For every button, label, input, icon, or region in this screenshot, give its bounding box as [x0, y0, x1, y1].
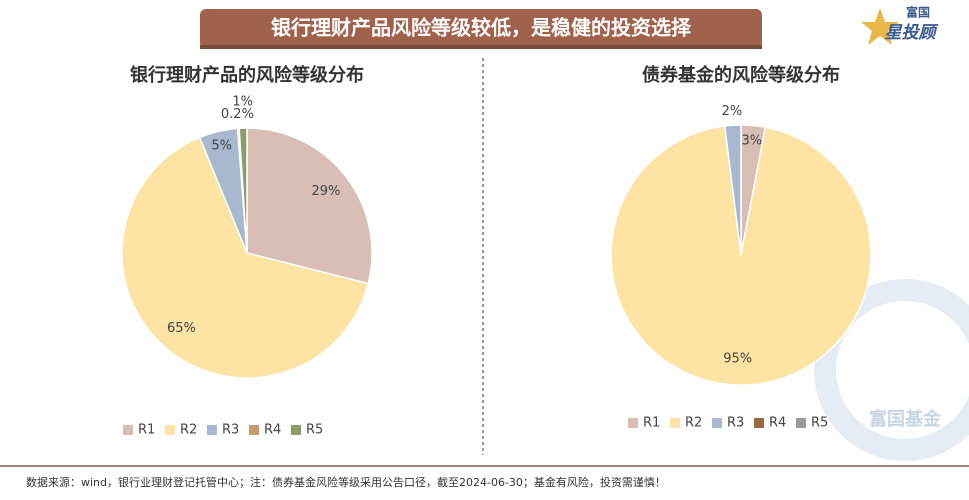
legend-swatch	[249, 425, 259, 435]
pie-slice	[723, 124, 742, 256]
legend-swatch	[670, 418, 680, 428]
footer-note: 数据来源：wind，银行业理财登记托管中心；注：债券基金风险等级采用公告口径，截…	[26, 475, 666, 489]
data-label: 0.2%	[221, 107, 254, 122]
logo-bottom: 星投顾	[885, 23, 939, 43]
data-label: 95%	[723, 351, 752, 366]
data-label: 2%	[722, 104, 743, 119]
chart-title: 银行理财产品的风险等级分布	[130, 64, 364, 86]
page-title: 银行理财产品风险等级较低，是稳健的投资选择	[271, 16, 692, 40]
watermark-ring	[814, 279, 969, 461]
data-label: 65%	[167, 321, 196, 336]
logo-top: 富国	[906, 5, 930, 20]
legend-label: R5	[306, 423, 323, 438]
charts: 银行理财产品的风险等级分布 29% 65% 5% 0.2%1% R1 R2 R3 R4 R5 债券基…	[121, 64, 872, 438]
legend-label: R3	[222, 423, 239, 438]
legend-label: R4	[769, 416, 786, 431]
legend-swatch	[628, 418, 638, 428]
pie-slice	[121, 136, 370, 379]
banner-shadow	[200, 45, 762, 49]
watermark: 富国基金	[869, 408, 942, 430]
data-label: 29%	[311, 184, 340, 199]
pie-slice	[610, 125, 872, 386]
legend-swatch	[291, 425, 301, 435]
legend-swatch	[123, 425, 133, 435]
legend-swatch	[754, 418, 764, 428]
legend-swatch	[165, 425, 175, 435]
data-label: 1%	[232, 95, 253, 110]
legend-label: R5	[811, 416, 828, 431]
data-label: 3%	[741, 134, 762, 149]
pie-slice	[246, 127, 373, 285]
legend-swatch	[712, 418, 722, 428]
legend-label: R4	[264, 423, 281, 438]
chart-title: 债券基金的风险等级分布	[642, 64, 840, 86]
legend-label: R2	[180, 423, 197, 438]
legend-swatch	[207, 425, 217, 435]
legend-swatch	[796, 418, 806, 428]
pie-slice	[238, 127, 248, 254]
legend-label: R1	[138, 423, 155, 438]
legend-label: R3	[727, 416, 744, 431]
title-banner	[200, 9, 762, 49]
legend-label: R2	[685, 416, 702, 431]
logo-star	[861, 8, 899, 45]
legend-label: R1	[643, 416, 660, 431]
data-label: 5%	[211, 138, 232, 153]
